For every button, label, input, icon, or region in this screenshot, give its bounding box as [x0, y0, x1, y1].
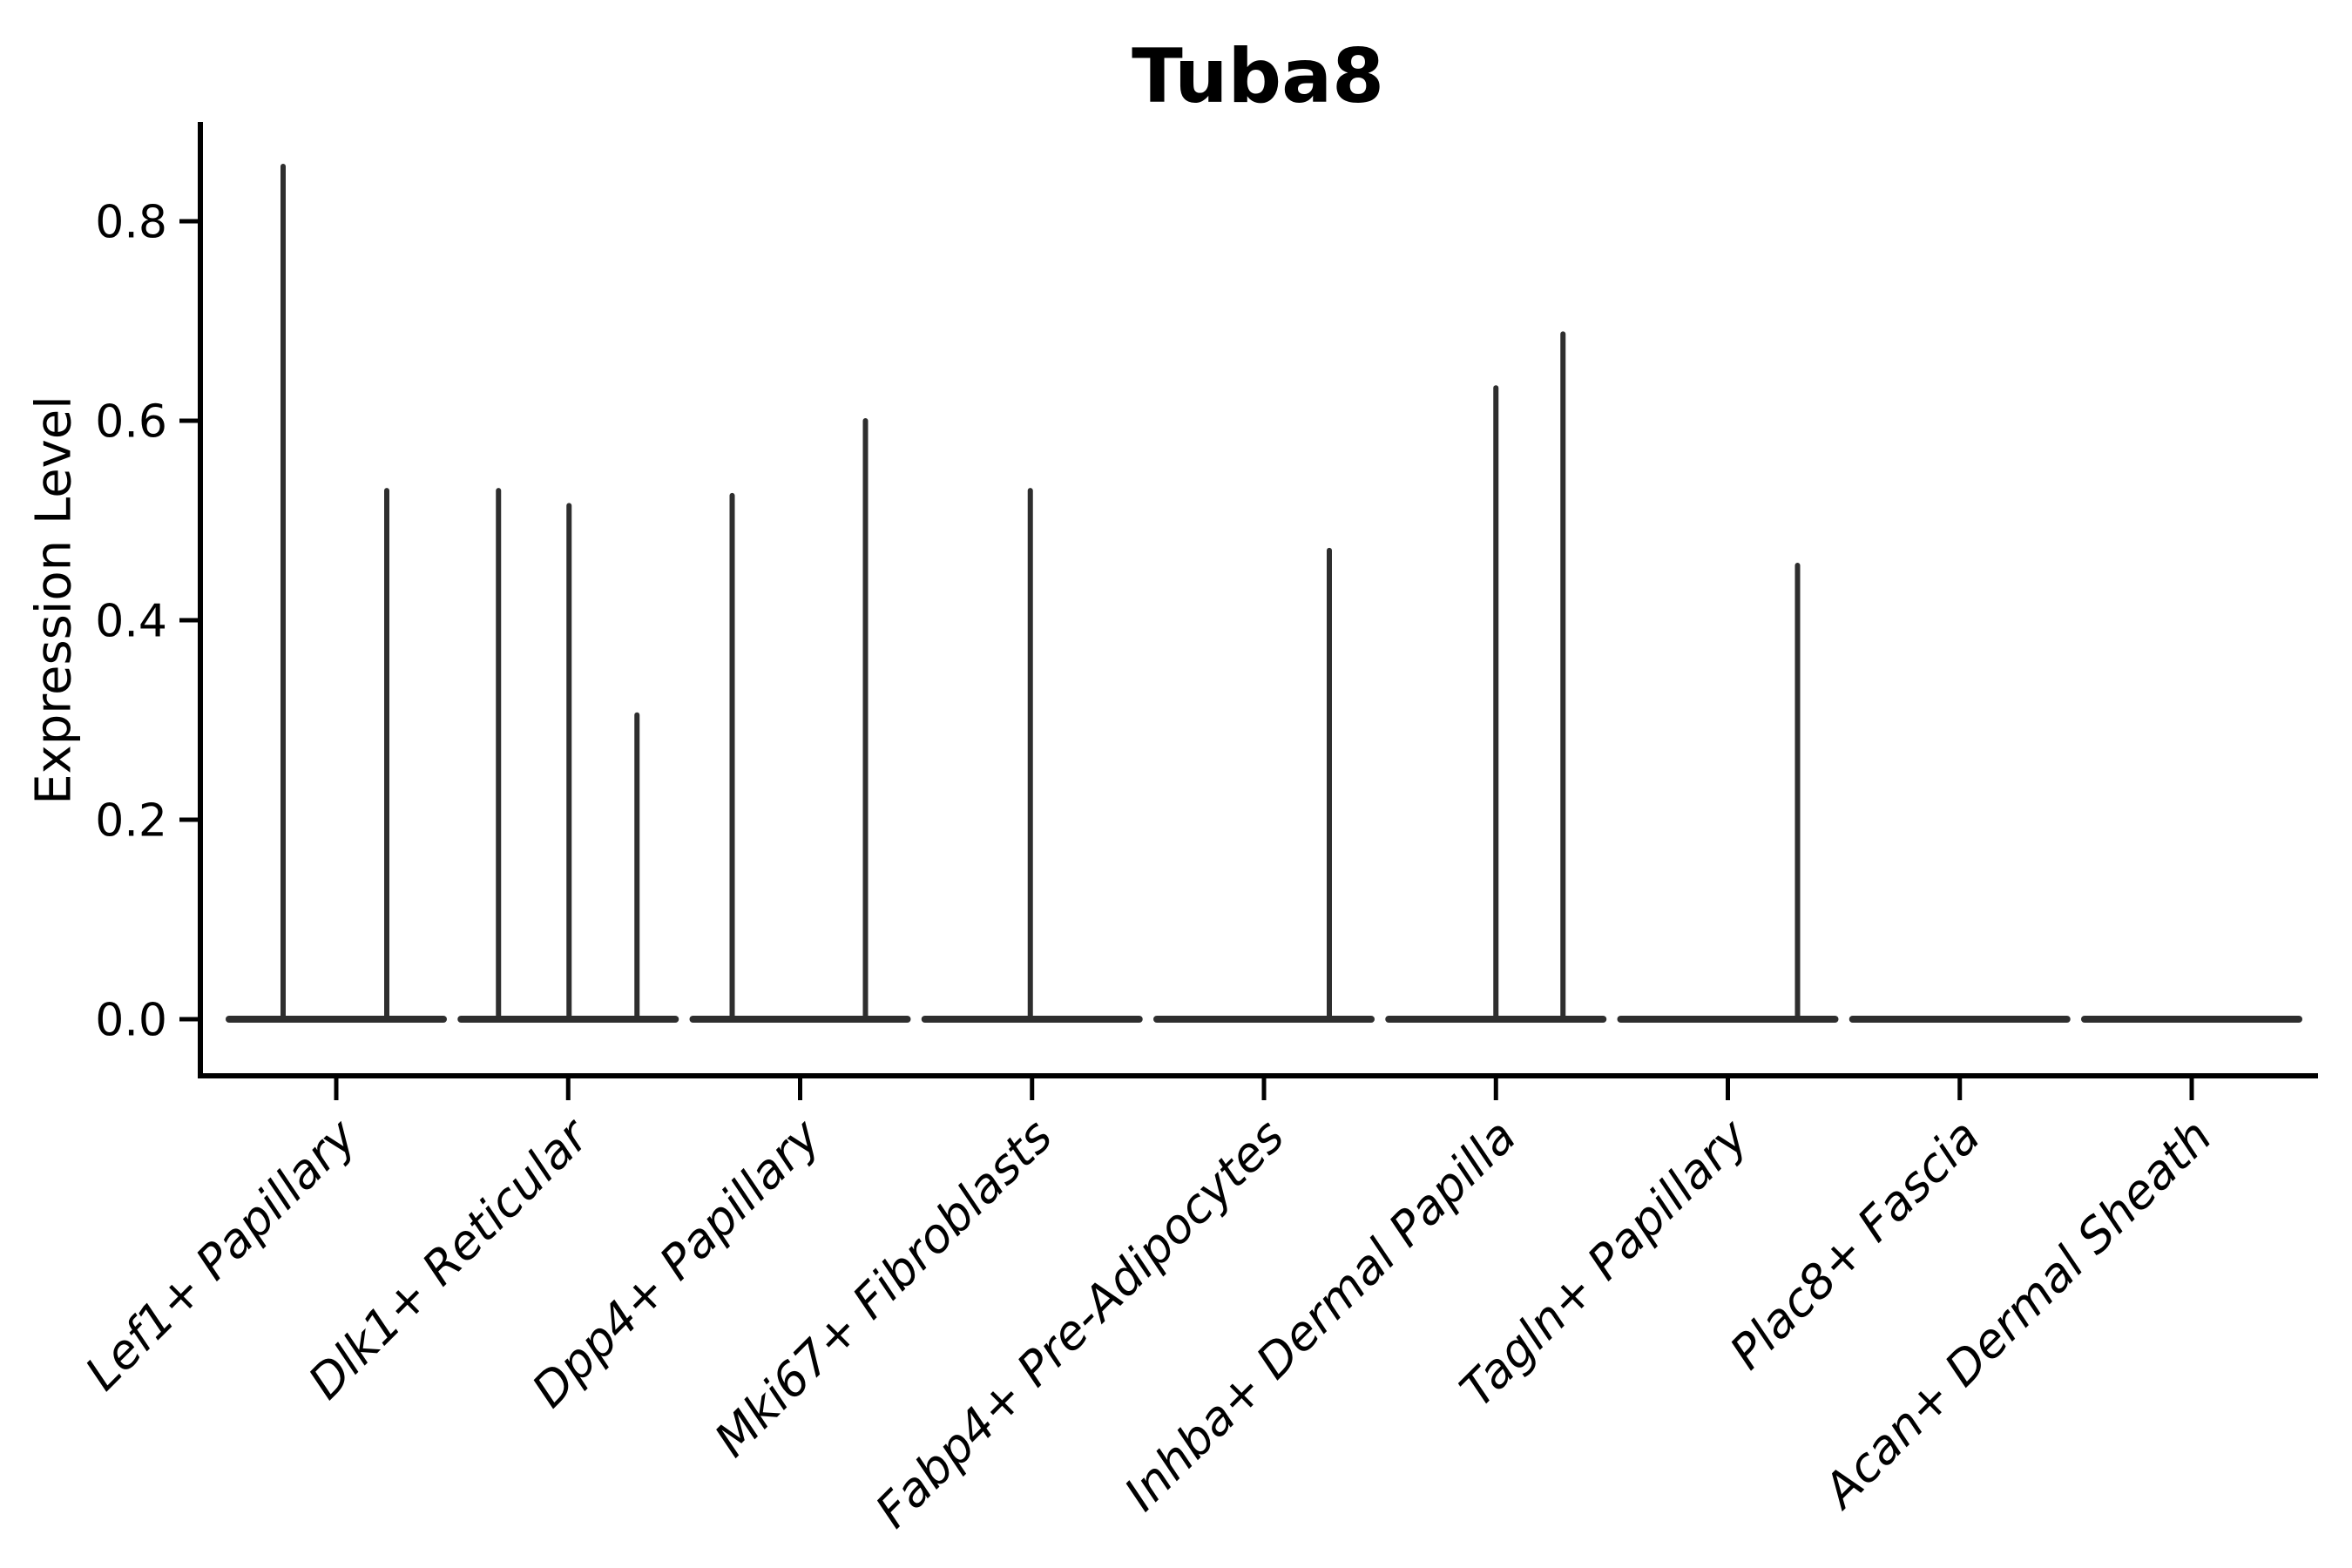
chart-title: Tuba8	[1132, 33, 1384, 120]
y-tick-label: 0.4	[95, 596, 167, 648]
y-tick-label: 0.6	[95, 396, 167, 449]
x-tick-label: Inhba+ Dermal Papilla	[1114, 1109, 1527, 1522]
y-tick-label: 0.0	[95, 995, 167, 1047]
x-tick-label: Fabp4+ Pre-Adipocytes	[865, 1109, 1294, 1538]
x-tick-label: Acan+ Dermal Sheath	[1811, 1109, 2222, 1520]
x-tick-label: Plac8+ Fascia	[1720, 1109, 1990, 1380]
y-tick-label: 0.2	[95, 795, 167, 848]
y-tick-label: 0.8	[95, 197, 167, 249]
